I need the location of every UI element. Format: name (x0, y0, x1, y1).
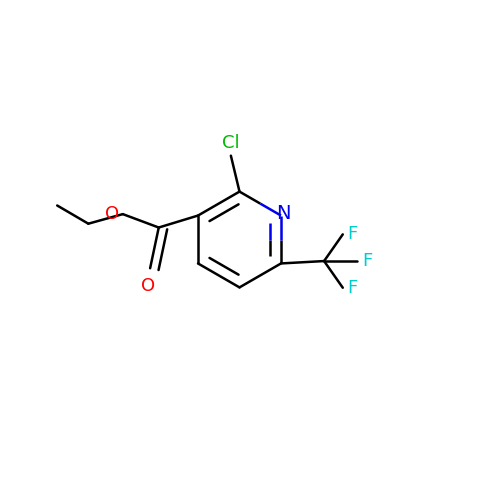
Text: F: F (363, 252, 373, 270)
Text: N: N (276, 204, 291, 223)
Text: F: F (348, 279, 358, 297)
Text: O: O (105, 205, 119, 223)
Text: F: F (348, 226, 358, 243)
Text: O: O (141, 277, 155, 295)
Text: Cl: Cl (222, 134, 240, 152)
